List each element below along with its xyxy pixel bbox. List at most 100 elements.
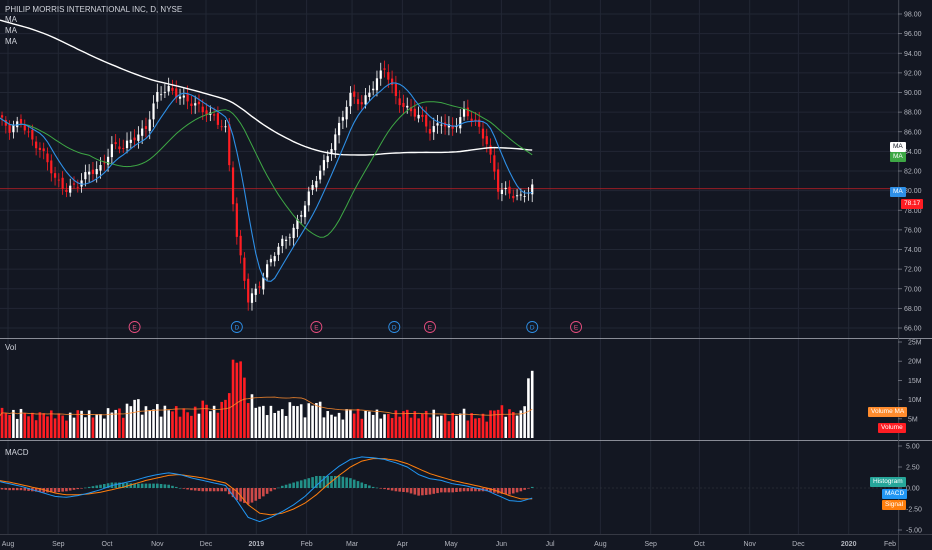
volume-bar (273, 412, 277, 438)
volume-bar (330, 414, 333, 438)
candle-body (440, 124, 443, 126)
volume-bar (485, 421, 489, 438)
candle-body (345, 106, 348, 120)
candle-body (493, 155, 496, 172)
price-tick-label: 72.00 (904, 267, 922, 274)
candle-body (383, 68, 386, 70)
volume-bar (34, 420, 38, 438)
candle-body (258, 286, 261, 288)
histogram-bar (201, 488, 205, 492)
macd-line (0, 456, 533, 523)
time-tick-label: Nov (151, 541, 164, 548)
price-tick-label: 98.00 (904, 12, 922, 19)
volume-bar (500, 405, 504, 438)
macd-tick-label: 5.00 (906, 444, 920, 451)
volume-bar (156, 404, 159, 438)
legend-ma-1[interactable]: MA (5, 15, 17, 24)
volume-bar (402, 411, 405, 438)
candle-body (447, 124, 451, 128)
volume-bar (466, 420, 470, 438)
volume-bar (356, 408, 360, 438)
candle-body (375, 78, 379, 91)
histogram-bar (152, 483, 155, 488)
histogram-bar (84, 487, 87, 489)
volume-bar (231, 359, 235, 438)
candle-body (337, 122, 341, 136)
price-tick-label: 78.00 (904, 208, 922, 215)
histogram-bar (114, 482, 117, 488)
time-tick-label: May (444, 541, 458, 548)
candle-body (485, 136, 488, 145)
volume-bar (91, 417, 95, 438)
candle-body (409, 107, 413, 112)
candle-body (159, 94, 163, 96)
volume-bar (519, 410, 523, 438)
legend-ma-2[interactable]: MA (5, 26, 17, 35)
earnings-marker: E (132, 325, 137, 332)
candle-body (175, 88, 178, 98)
histogram-bar (65, 488, 68, 492)
volume-bar (167, 410, 170, 438)
candle-body (402, 102, 405, 107)
signal-line (0, 458, 533, 516)
histogram-bar (280, 485, 284, 488)
histogram-bar (485, 488, 489, 492)
histogram-bar (190, 488, 193, 491)
histogram-bar (159, 483, 163, 488)
volume-bar (375, 409, 379, 438)
volume-bar (447, 421, 451, 438)
earnings-marker: E (574, 325, 579, 332)
histogram-bar (46, 488, 49, 493)
time-tick-label: Aug (594, 541, 607, 548)
candle-body (322, 160, 326, 171)
volume-bar (292, 405, 295, 438)
candle-body (364, 95, 367, 105)
volume-bar (303, 417, 307, 438)
volume-bar (250, 394, 254, 438)
histogram-bar (307, 478, 311, 488)
histogram-bar (49, 488, 53, 493)
candle-body (292, 227, 295, 239)
time-tick-label: Dec (792, 541, 805, 548)
histogram-bar (235, 488, 239, 501)
price-tick-label: 76.00 (904, 227, 922, 234)
candle-body (250, 293, 254, 303)
histogram-bar (76, 488, 80, 490)
volume-bar (262, 405, 265, 438)
candle-body (497, 169, 500, 192)
candle-body (228, 124, 231, 166)
volume-bar (379, 418, 383, 438)
histogram-bar (53, 488, 57, 493)
ma-slow-line (0, 19, 533, 156)
histogram-bar (38, 488, 42, 493)
volume-bar (477, 418, 481, 438)
candle-body (72, 183, 76, 185)
histogram-bar (523, 488, 526, 490)
candle-body (99, 165, 102, 171)
volume-bar (390, 418, 394, 438)
volume-bar (15, 418, 19, 438)
histogram-bar (27, 488, 30, 491)
histogram-bar (68, 488, 72, 491)
volume-bar (280, 409, 284, 438)
candle-body (508, 186, 511, 194)
volume-bar (201, 400, 205, 438)
candle-body (95, 168, 98, 175)
volume-bar (284, 415, 288, 438)
volume-bar (152, 409, 155, 438)
histogram-bar (296, 481, 299, 488)
histogram-bar (95, 485, 99, 488)
candle-body (311, 184, 314, 190)
histogram-bar (341, 476, 345, 488)
time-axis: Aug Sep Oct Nov Dec 2019 Feb Mar Apr May Jun Jul Aug… (2, 541, 896, 548)
candle-body (531, 184, 534, 195)
histogram-bar (133, 483, 136, 488)
candle-body (205, 110, 208, 115)
histogram-bar (99, 484, 102, 488)
histogram-bar (432, 488, 436, 494)
candle-body (406, 105, 409, 108)
volume-bar (118, 408, 121, 438)
candle-body (478, 119, 481, 127)
legend-ma-3[interactable]: MA (5, 37, 17, 46)
